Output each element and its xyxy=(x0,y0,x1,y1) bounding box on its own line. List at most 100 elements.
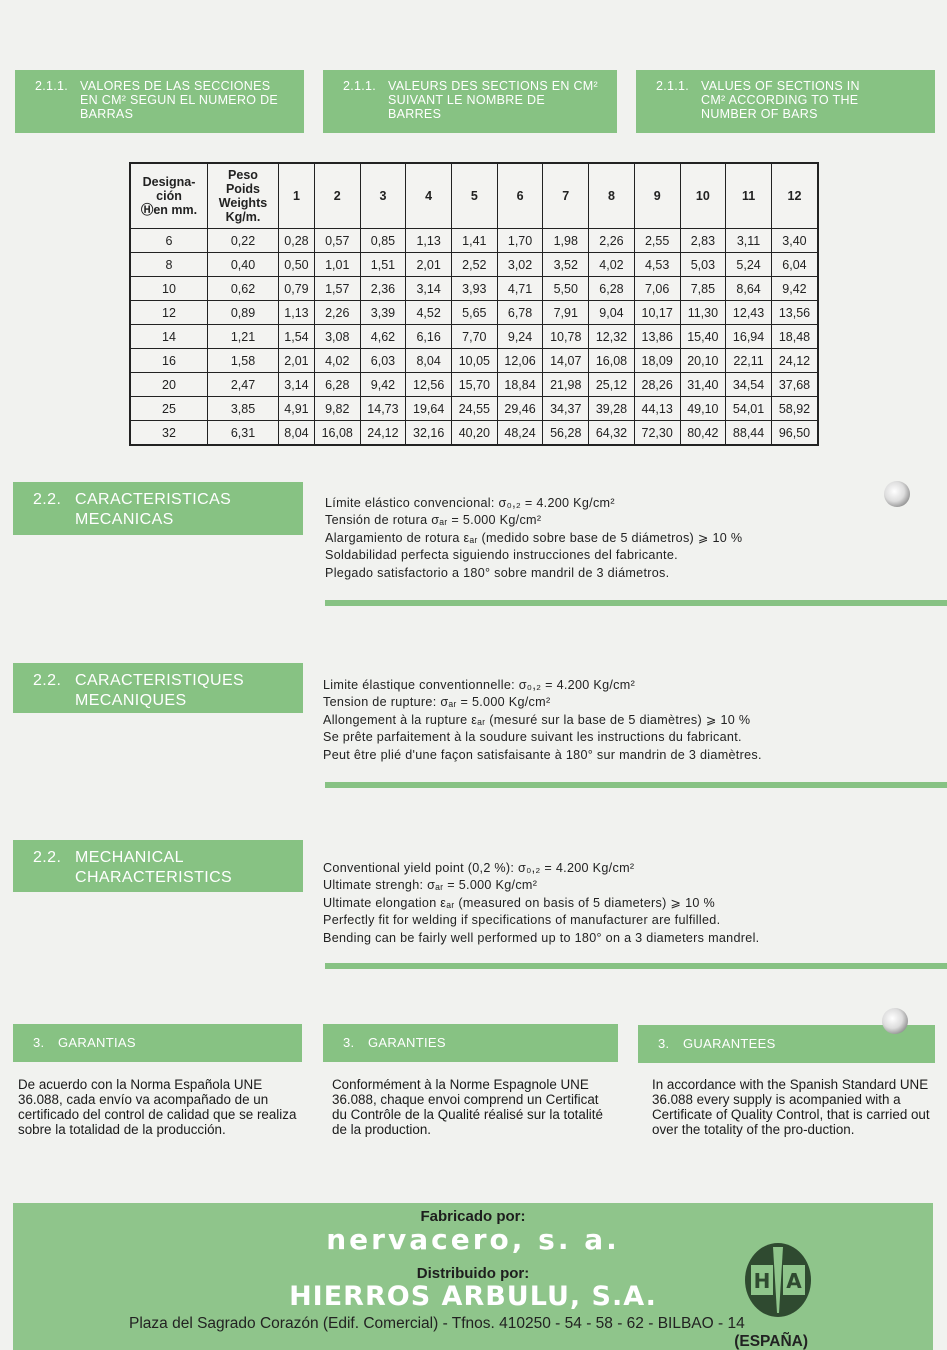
weight-cell: 0,62 xyxy=(207,276,279,301)
section-cell: 4,91 xyxy=(278,396,315,421)
section-cell: 3,14 xyxy=(278,372,315,397)
section-title: MECHANICAL CHARACTERISTICS xyxy=(75,849,233,886)
diameter-cell: 6 xyxy=(129,228,208,253)
section-cell: 6,04 xyxy=(770,252,819,277)
text-line: Peut être plié d'une façon satisfaisante… xyxy=(323,747,762,762)
section-cell: 2,01 xyxy=(278,348,315,373)
section-cell: 3,39 xyxy=(359,300,407,325)
weight-cell: 1,21 xyxy=(207,324,279,349)
distributed-by-label: Distribuido por: xyxy=(416,1265,530,1282)
section-number: 2.2. xyxy=(33,491,62,508)
table-row: 16 1,58 2,01 4,02 6,03 8,04 10,05 12,06 14,07 16,… xyxy=(129,348,819,373)
section-cell: 14,73 xyxy=(359,396,407,421)
section-cell: 9,42 xyxy=(359,372,407,397)
section-cell: 8,04 xyxy=(405,348,452,373)
bar-count-header: 2 xyxy=(313,162,361,229)
section-cell: 16,08 xyxy=(313,420,361,446)
section-cell: 10,78 xyxy=(542,324,590,349)
section-cell: 10,17 xyxy=(633,300,681,325)
section-number: 3. xyxy=(343,1035,355,1050)
section-cell: 3,93 xyxy=(451,276,498,301)
section-cell: 4,53 xyxy=(633,252,681,277)
section-cell: 2,26 xyxy=(588,228,635,253)
section-cell: 3,11 xyxy=(725,228,772,253)
section-cell: 7,91 xyxy=(542,300,590,325)
section-cell: 4,71 xyxy=(496,276,544,301)
section-cell: 7,70 xyxy=(451,324,498,349)
section-title: GUARANTEES xyxy=(683,1036,776,1051)
section-cell: 1,41 xyxy=(451,228,498,253)
weight-cell: 2,47 xyxy=(207,372,279,397)
section-cell: 0,85 xyxy=(359,228,407,253)
section-cell: 4,62 xyxy=(359,324,407,349)
section-cell: 6,78 xyxy=(496,300,544,325)
section-cell: 20,10 xyxy=(679,348,727,373)
text-line: Soldabilidad perfecta siguiendo instrucc… xyxy=(325,548,678,563)
section-cell: 9,42 xyxy=(770,276,819,301)
section-cell: 56,28 xyxy=(542,420,590,446)
section-cell: 1,57 xyxy=(313,276,361,301)
table-row: 32 6,31 8,04 16,08 24,12 32,16 40,20 48,24 56,28… xyxy=(129,420,819,446)
section-cell: 31,40 xyxy=(679,372,727,397)
section-cell: 5,50 xyxy=(542,276,590,301)
diameter-cell: 10 xyxy=(129,276,208,301)
section-title-fr: 2.2. CARACTERISTIQUES MECANIQUES xyxy=(13,663,303,713)
text-line: Perfectly fit for welding if specificati… xyxy=(323,913,721,928)
bar-count-header: 12 xyxy=(770,162,819,229)
mechanical-text-fr: Limite élastique conventionnelle: σ₀,₂ =… xyxy=(323,677,762,764)
section-cell: 24,12 xyxy=(770,348,819,373)
table-row: 14 1,21 1,54 3,08 4,62 6,16 7,70 9,24 10,78 12,32… xyxy=(129,324,819,349)
section-cell: 12,56 xyxy=(405,372,452,397)
header-text: VALORES DE LAS SECCIONES EN CM² SEGUN EL… xyxy=(80,79,279,121)
section-cell: 12,06 xyxy=(496,348,544,373)
guarantee-text-es: De acuerdo con la Norma Española UNE 36.… xyxy=(18,1077,297,1137)
divider xyxy=(325,963,947,969)
guarantee-text-fr: Conformément à la Norme Espagnole UNE 36… xyxy=(332,1077,603,1137)
section-number: 3. xyxy=(658,1036,670,1051)
weight-cell: 3,85 xyxy=(207,396,279,421)
text-line: Allongement à la rupture εₐᵣ (mesuré sur… xyxy=(323,712,751,727)
section-cell: 6,28 xyxy=(313,372,361,397)
table-row: 25 3,85 4,91 9,82 14,73 19,64 24,55 29,46 34,37 3… xyxy=(129,396,819,421)
section-cell: 3,14 xyxy=(405,276,452,301)
section-cell: 9,82 xyxy=(313,396,361,421)
section-cell: 13,56 xyxy=(770,300,819,325)
section-cell: 11,30 xyxy=(679,300,727,325)
section-cell: 8,64 xyxy=(725,276,772,301)
text-line: Ultimate strengh: σₐᵣ = 5.000 Kg/cm² xyxy=(323,878,538,893)
text-line: Ultimate elongation εₐᵣ (measured on bas… xyxy=(323,895,715,910)
section-cell: 25,12 xyxy=(588,372,635,397)
section-cell: 15,70 xyxy=(451,372,498,397)
section-cell: 29,46 xyxy=(496,396,544,421)
weight-cell: 0,89 xyxy=(207,300,279,325)
section-cell: 96,50 xyxy=(770,420,819,446)
section-cell: 1,70 xyxy=(496,228,544,253)
bar-count-header: 4 xyxy=(405,162,452,229)
weight-cell: 0,40 xyxy=(207,252,279,277)
ha-logo-icon: H A xyxy=(743,1241,813,1319)
section-cell: 0,79 xyxy=(278,276,315,301)
svg-text:H: H xyxy=(754,1269,771,1293)
sections-table: Designa- ción Ⓗen mm. Peso Poids Weights… xyxy=(129,162,819,446)
header-line: Weights xyxy=(218,196,268,210)
header-line: Ⓗen mm. xyxy=(140,203,198,217)
section-cell: 5,65 xyxy=(451,300,498,325)
section-cell: 2,36 xyxy=(359,276,407,301)
section-cell: 1,13 xyxy=(405,228,452,253)
section-cell: 24,12 xyxy=(359,420,407,446)
designation-header: Designa- ción Ⓗen mm. xyxy=(129,162,208,229)
diameter-cell: 20 xyxy=(129,372,208,397)
guarantee-text-en: In accordance with the Spanish Standard … xyxy=(652,1077,930,1137)
header-en: 2.1.1. VALUES OF SECTIONS IN CM² ACCORDIN… xyxy=(636,70,935,133)
section-cell: 15,40 xyxy=(679,324,727,349)
header-number: 2.1.1. xyxy=(656,79,690,93)
bar-count-header: 5 xyxy=(451,162,498,229)
section-cell: 16,08 xyxy=(588,348,635,373)
diameter-cell: 25 xyxy=(129,396,208,421)
section-cell: 5,24 xyxy=(725,252,772,277)
section-cell: 48,24 xyxy=(496,420,544,446)
text-line: Tensión de rotura σₐᵣ = 5.000 Kg/cm² xyxy=(325,513,542,528)
table-header-row: Designa- ción Ⓗen mm. Peso Poids Weights… xyxy=(129,162,819,229)
section-cell: 1,51 xyxy=(359,252,407,277)
